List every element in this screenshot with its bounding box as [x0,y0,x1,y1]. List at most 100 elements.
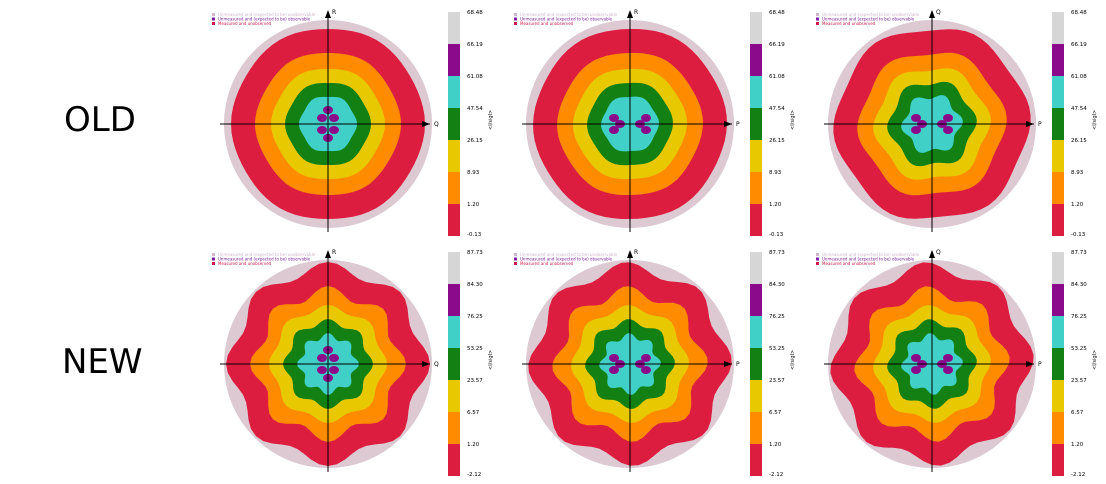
observable-blob [317,114,327,122]
colorbar-segment [448,252,460,284]
colorbar-segment [1052,444,1064,476]
axis-label-vertical: R [634,9,638,16]
legend-label: Unmeasured and (expected to be) unobserv… [218,252,316,257]
legend-swatch [816,13,819,16]
colorbar-segment [750,316,762,348]
colorbar-segment [1052,412,1064,444]
colorbar-tick-label: 6.57 [1071,410,1084,416]
observable-blob [911,114,921,122]
legend-label: Unmeasured and (expected to be) observab… [218,257,311,262]
colorbar-title: <I/sigI> [790,110,796,130]
colorbar-tick-label: 26.15 [1071,138,1087,144]
colorbar-tick-label: 76.25 [467,314,483,320]
colorbar-tick-label: 23.57 [769,378,785,384]
colorbar-segment [1052,284,1064,316]
legend-swatch [212,22,215,25]
legend-label: Unmeasured and (expected to be) unobserv… [520,252,618,257]
colorbar-segment [448,316,460,348]
row-label-old: OLD [64,100,136,140]
colorbar-segment [448,284,460,316]
zone-plot-0-2: Q P Unmeasured and (expected to be) unobse… [812,4,1102,240]
colorbar-tick-label: 47.54 [1071,106,1087,112]
axis-label-vertical: R [332,9,336,16]
observable-blob [641,126,651,134]
axis-label-vertical: R [634,249,638,256]
legend-label: Unmeasured and (expected to be) observab… [218,17,311,22]
colorbar-segment [1052,204,1064,236]
colorbar-segment [1052,108,1064,140]
observable-blob [641,114,651,122]
colorbar-segment [448,444,460,476]
zone-plot-1-0: R Q Unmeasured and (expected to be) unobse… [208,244,498,480]
legend-swatch [212,262,215,265]
colorbar-tick-label: 66.19 [1071,42,1087,48]
observable-blob [317,366,327,374]
colorbar-tick-label: 23.57 [467,378,483,384]
legend-swatch [816,22,819,25]
colorbar-tick-label: 53.25 [1071,346,1087,352]
colorbar-segment [750,172,762,204]
colorbar-title: <I/sigI> [1092,110,1098,130]
colorbar-tick-label: 68.48 [769,10,785,16]
colorbar-segment [1052,172,1064,204]
colorbar-tick-label: 1.20 [467,442,480,448]
colorbar-segment [750,412,762,444]
colorbar-segment [750,140,762,172]
colorbar-tick-label: -2.12 [1071,472,1085,478]
axis-label-vertical: Q [936,9,941,16]
colorbar-segment [448,412,460,444]
legend-swatch [514,253,517,256]
colorbar-tick-label: -2.12 [769,472,783,478]
colorbar-tick-label: 66.19 [467,42,483,48]
colorbar-tick-label: 6.57 [467,410,480,416]
legend-label: Measured and unobserved [822,21,876,26]
colorbar-tick-label: 26.15 [769,138,785,144]
observable-blob [609,126,619,134]
legend-label: Measured and unobserved [218,21,272,26]
axis-label-horizontal: Q [434,361,439,368]
colorbar-segment [448,44,460,76]
colorbar-segment [750,76,762,108]
colorbar-tick-label: 87.73 [769,250,785,256]
observable-blob [329,354,339,362]
axis-label-horizontal: Q [434,121,439,128]
colorbar-segment [750,12,762,44]
observable-blob [943,114,953,122]
colorbar-tick-label: 66.19 [769,42,785,48]
colorbar-segment [448,204,460,236]
axis-label-vertical: R [332,249,336,256]
axis-label-horizontal: P [1038,121,1042,128]
colorbar-tick-label: 47.54 [769,106,785,112]
legend-label: Unmeasured and (expected to be) unobserv… [822,12,920,17]
zone-plot-0-1: R P Unmeasured and (expected to be) unobse… [510,4,800,240]
legend-swatch [816,253,819,256]
colorbar-segment [750,444,762,476]
colorbar-tick-label: 61.08 [1071,74,1087,80]
axis-label-horizontal: P [736,121,740,128]
colorbar-tick-label: -0.13 [769,232,784,238]
legend-swatch [212,253,215,256]
legend-swatch [816,262,819,265]
colorbar-tick-label: 1.20 [1071,202,1084,208]
observable-blob [911,354,921,362]
legend-label: Unmeasured and (expected to be) observab… [520,17,613,22]
colorbar-segment [1052,316,1064,348]
colorbar-segment [1052,380,1064,412]
legend-label: Measured and unobserved [520,21,574,26]
legend-label: Unmeasured and (expected to be) unobserv… [218,12,316,17]
colorbar-tick-label: 6.57 [769,410,782,416]
colorbar-segment [1052,348,1064,380]
colorbar-tick-label: -0.13 [467,232,482,238]
legend-swatch [514,17,517,21]
colorbar-tick-label: 87.73 [467,250,483,256]
colorbar-segment [750,44,762,76]
colorbar-segment [750,252,762,284]
colorbar-tick-label: 1.20 [1071,442,1084,448]
colorbar-segment [448,108,460,140]
colorbar-tick-label: 47.54 [467,106,483,112]
legend-swatch [212,17,215,21]
colorbar-title: <I/sigI> [1092,350,1098,370]
observable-blob [911,126,921,134]
colorbar-tick-label: 68.48 [467,10,483,16]
colorbar-segment [750,348,762,380]
